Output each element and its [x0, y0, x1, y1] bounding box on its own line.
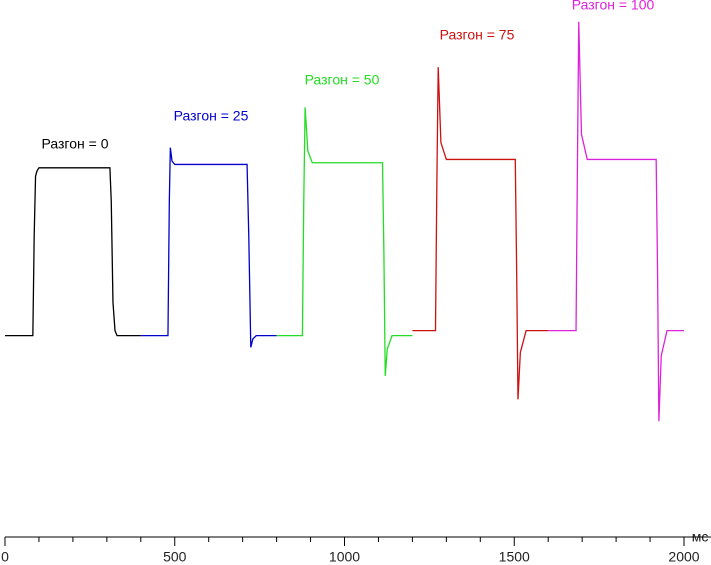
- series-line: [276, 107, 413, 376]
- series-label: Разгон = 75: [440, 27, 515, 43]
- series-label: Разгон = 50: [305, 72, 380, 88]
- x-tick-label: 0: [1, 549, 9, 565]
- series-line: [548, 21, 684, 422]
- x-tick-label: 1000: [329, 549, 360, 565]
- series-label: Разгон = 0: [42, 136, 109, 152]
- x-tick-label: 1500: [499, 549, 530, 565]
- series-line: [412, 67, 549, 400]
- series-label: Разгон = 25: [174, 108, 249, 124]
- series-label: Разгон = 100: [572, 0, 655, 13]
- series-line: [5, 167, 141, 337]
- series-line: [140, 147, 277, 348]
- x-tick-label: 500: [163, 549, 187, 565]
- x-tick-label: 2000: [668, 549, 699, 565]
